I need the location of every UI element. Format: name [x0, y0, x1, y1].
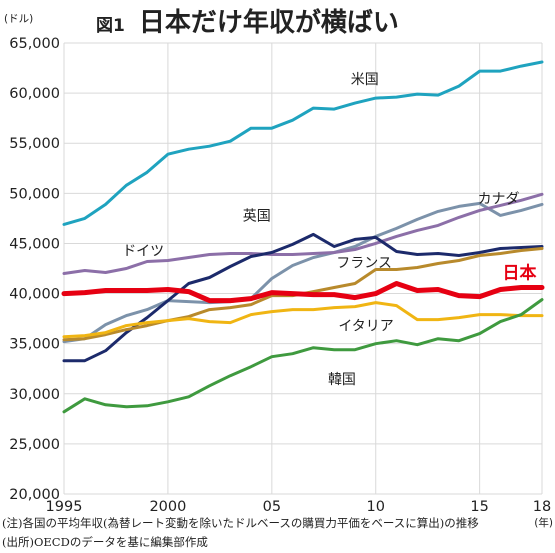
y-tick-label: 20,000	[9, 487, 60, 503]
grid-lines	[63, 42, 543, 495]
series-label: 米国	[351, 72, 379, 88]
x-tick-label: 05	[263, 499, 281, 515]
series-line	[62, 201, 544, 344]
x-tick-label: 2000	[149, 499, 186, 515]
chart-notes: (注)各国の平均年収(為替レート変動を除いたドルベースの購買力平価をベースに算出…	[2, 514, 554, 552]
y-tick-label: 45,000	[9, 236, 60, 252]
x-tick-label: 18	[533, 499, 551, 515]
source-line: (出所)OECDのデータを基に編集部作成	[2, 535, 208, 549]
y-unit-label: (ドル)	[4, 13, 33, 25]
x-tick-label: 10	[367, 499, 385, 515]
y-tick-label: 30,000	[9, 387, 60, 403]
series-label: フランス	[336, 255, 392, 271]
series-label: 日本	[503, 263, 537, 284]
y-tick-label: 55,000	[9, 136, 60, 152]
x-unit-label: (年)	[534, 516, 553, 529]
series-label: 韓国	[328, 372, 356, 388]
series-line	[62, 60, 544, 226]
series-line	[62, 298, 544, 414]
y-tick-label: 25,000	[9, 437, 60, 453]
series-label: 英国	[243, 207, 271, 224]
series-label: ドイツ	[122, 243, 164, 259]
y-tick-label: 35,000	[9, 337, 60, 353]
series-label: カナダ	[478, 191, 520, 207]
note-line: (注)各国の平均年収(為替レート変動を除いたドルベースの購買力平価をベースに算出…	[2, 516, 479, 530]
y-tick-label: 50,000	[9, 186, 60, 202]
series-line	[62, 301, 544, 339]
series-lines	[61, 60, 545, 414]
series-line	[62, 192, 544, 275]
title-row: 図1 日本だけ年収が横ばい	[96, 2, 399, 38]
x-tick-label: 15	[470, 499, 488, 515]
y-tick-label: 65,000	[9, 36, 60, 52]
series-label: イタリア	[338, 319, 393, 335]
axis-ticks: 20,000 25,000 30,000 35,000 40,000 45,000 50,0…	[4, 13, 553, 529]
figure-number: 図1	[96, 16, 125, 36]
y-tick-label: 40,000	[9, 287, 60, 303]
x-tick-label: 1995	[46, 499, 83, 515]
y-tick-label: 60,000	[9, 86, 60, 102]
series-line	[62, 232, 544, 363]
chart-title: 日本だけ年収が横ばい	[138, 8, 399, 38]
series-line	[61, 281, 545, 304]
